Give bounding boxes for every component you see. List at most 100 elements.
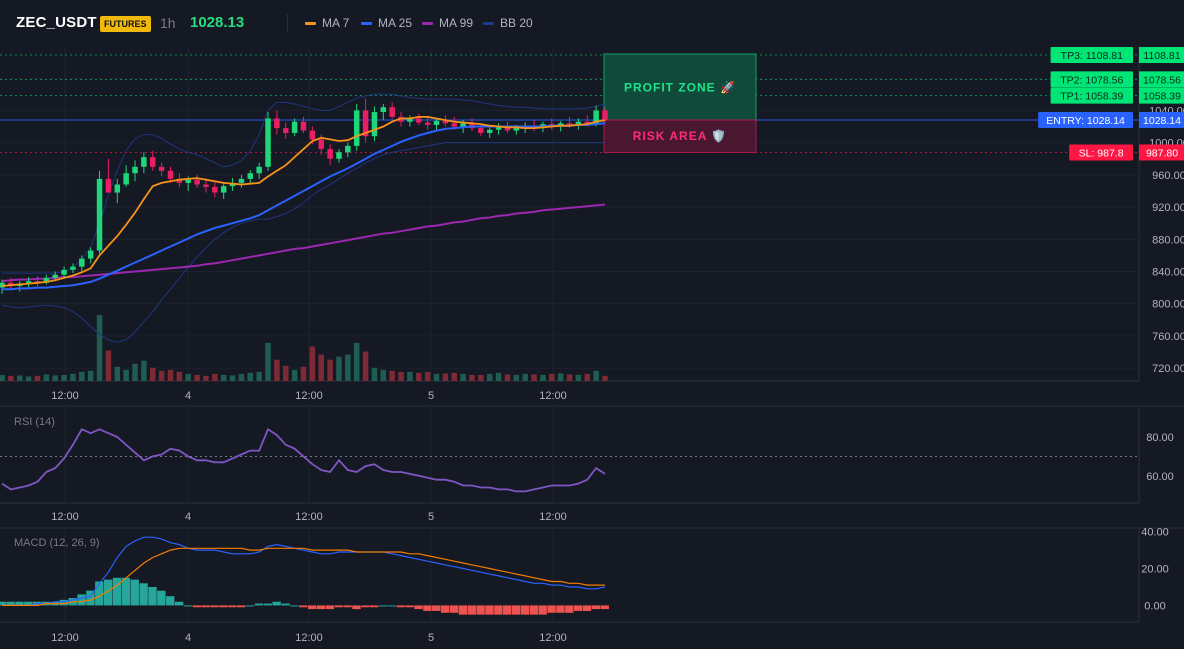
candle-body: [176, 178, 183, 183]
macd-histogram-bar: [467, 605, 476, 615]
level-tag-bg: [1050, 87, 1133, 104]
candle-body: [52, 274, 58, 278]
macd-histogram-bar: [405, 605, 414, 608]
volume-bar: [407, 371, 413, 381]
symbol-name[interactable]: ZEC_USDT: [16, 14, 97, 31]
volume-bar: [52, 375, 58, 381]
timeframe[interactable]: 1h: [160, 15, 176, 31]
volume-bar: [575, 374, 582, 381]
volume-bar: [283, 365, 289, 381]
volume-bar: [167, 369, 174, 381]
candle-body: [309, 130, 316, 140]
volume-bar: [557, 373, 564, 381]
macd-histogram-bar: [299, 605, 308, 608]
candle-body: [504, 126, 511, 131]
macd-histogram-bar: [556, 605, 565, 613]
ma7-swatch: [305, 22, 316, 26]
macd-histogram-bar: [307, 605, 317, 610]
axis-tag-bg: [1139, 71, 1184, 88]
volume-bar: [460, 373, 466, 381]
volume-bar: [451, 372, 457, 381]
volume-bar: [34, 375, 41, 381]
macd-histogram-bar: [59, 599, 69, 606]
candle-body: [141, 157, 147, 167]
axis-tag-bg: [1139, 87, 1184, 104]
macd-histogram-bar: [520, 605, 530, 615]
risk-zone-label: RISK AREA 🛡️: [633, 129, 727, 143]
ma99-line: [1, 203, 606, 283]
volume-bar: [469, 374, 475, 381]
candle-body: [150, 157, 156, 167]
macd-histogram-bar: [130, 579, 139, 606]
level-tag-label: TP1: 1058.39: [1060, 91, 1123, 103]
macd-histogram-bar: [440, 605, 450, 613]
legend-bb20[interactable]: BB 20: [483, 16, 533, 30]
candle-body: [158, 166, 165, 171]
volume-bar: [70, 373, 76, 381]
candle-body: [336, 152, 342, 159]
price-axis-tick: 920.00: [1152, 202, 1184, 214]
candle-body: [416, 118, 422, 123]
bb-lower-line: [1, 142, 605, 343]
legend-ma7[interactable]: MA 7: [305, 16, 349, 30]
candle-body: [460, 123, 466, 127]
x-axis-tick: 5: [428, 632, 434, 644]
macd-histogram-bar: [378, 605, 388, 607]
macd-histogram-bar: [396, 605, 405, 608]
ma7-line: [1, 116, 606, 287]
macd-histogram-bar: [0, 601, 6, 606]
macd-signal-line: [2, 547, 605, 606]
volume-bar: [220, 374, 227, 381]
legend-ma25[interactable]: MA 25: [361, 16, 412, 30]
volume-bar: [61, 374, 67, 381]
volume-bar: [79, 371, 85, 381]
volume-bar: [540, 374, 546, 381]
macd-histogram-bar: [414, 605, 423, 610]
volume-bar: [0, 374, 5, 381]
candle-body: [602, 110, 608, 121]
macd-histogram-bar: [236, 605, 246, 608]
x-axis-tick: 12:00: [539, 511, 567, 523]
volume-bar: [504, 374, 511, 381]
legend-ma99[interactable]: MA 99: [422, 16, 473, 30]
candle-body: [380, 107, 387, 113]
volume-bar: [274, 359, 280, 381]
x-axis-tick: 12:00: [295, 390, 323, 402]
volume-bar: [8, 375, 14, 381]
rsi-axis-tick: 80.00: [1146, 432, 1174, 444]
level-tag-label: TP2: 1078.56: [1060, 74, 1123, 86]
volume-bar: [433, 373, 440, 381]
volume-bar: [256, 371, 262, 381]
macd-histogram-bar: [573, 605, 583, 611]
volume-bar: [176, 371, 183, 381]
volume-bar: [105, 350, 112, 381]
macd-histogram-bar: [316, 605, 326, 610]
candle-body: [593, 110, 599, 125]
macd-histogram-bar: [352, 605, 361, 610]
volume-bar: [327, 359, 333, 381]
candle-body: [256, 166, 262, 174]
price-axis-tick: 800.00: [1152, 299, 1184, 311]
macd-histogram-bar: [361, 605, 370, 608]
macd-histogram-bar: [192, 605, 202, 608]
axis-tag-bg: [1139, 144, 1184, 161]
macd-histogram-bar: [423, 605, 432, 611]
macd-axis-tick: 0.00: [1144, 600, 1165, 612]
volume-bar: [265, 342, 271, 381]
price-axis-tick: 760.00: [1152, 331, 1184, 343]
volume-bar: [318, 354, 324, 381]
macd-histogram-bar: [112, 577, 122, 606]
ma25-swatch: [361, 22, 372, 26]
macd-histogram-bar: [582, 605, 592, 611]
candle-body: [132, 166, 138, 174]
macd-histogram-bar: [210, 605, 219, 608]
volume-bar: [309, 346, 316, 381]
candle-body: [96, 178, 103, 251]
macd-title: MACD (12, 26, 9): [14, 537, 100, 549]
macd-histogram-bar: [24, 601, 33, 606]
volume-bar: [345, 354, 351, 381]
macd-histogram-bar: [263, 603, 272, 606]
macd-histogram-bar: [95, 581, 104, 606]
macd-histogram-bar: [121, 577, 131, 606]
